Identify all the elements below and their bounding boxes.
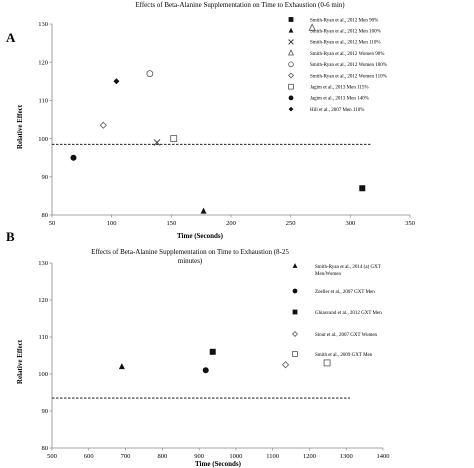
x-tick-label-a: 300 xyxy=(345,220,355,227)
legend-label-a: Smith-Ryan et al., 2012 Women 90% xyxy=(310,52,384,57)
legend-label-b: Ghiasvand et al., 2012 GXT Men xyxy=(315,311,382,316)
x-tick-label-b: 900 xyxy=(194,453,204,460)
data-point-a xyxy=(359,185,366,192)
data-point-b xyxy=(118,363,125,370)
y-tick-label-a: 130 xyxy=(38,21,48,28)
x-tick-label-b: 800 xyxy=(157,453,167,460)
y-tick-label-b: 100 xyxy=(38,371,48,378)
x-tick-label-b: 600 xyxy=(84,453,94,460)
legend-marker-b xyxy=(292,263,298,268)
y-axis-label-b: Relative Effect xyxy=(16,339,24,384)
x-axis-label-a: Time (Seconds) xyxy=(177,232,224,240)
legend-marker-b xyxy=(292,351,298,357)
y-tick-label-b: 110 xyxy=(38,334,48,341)
data-point-a xyxy=(308,23,316,31)
y-tick-label-b: 130 xyxy=(38,260,48,267)
y-tick-label-a: 110 xyxy=(38,98,48,105)
legend-label-a: Smith-Ryan et al., 2012 Men 110% xyxy=(310,41,381,46)
data-point-a xyxy=(70,154,77,161)
x-tick-label-b: 1200 xyxy=(303,453,316,460)
legend-label-a: Smith-Ryan et al., 2012 Women 110% xyxy=(310,74,387,79)
data-point-b xyxy=(281,361,290,369)
legend-marker-a xyxy=(288,83,294,90)
legend-marker-a xyxy=(288,72,294,79)
y-tick-label-a: 80 xyxy=(42,212,49,219)
x-tick-label-b: 500 xyxy=(47,453,57,460)
y-tick-label-a: 90 xyxy=(42,174,49,181)
legend-marker-b xyxy=(292,309,298,315)
legend-marker-a xyxy=(288,61,294,68)
data-point-a xyxy=(113,78,120,85)
legend-label-a: Smith-Ryan et al., 2012 Men 90% xyxy=(310,18,378,23)
legend-marker-b xyxy=(292,288,298,294)
legend-marker-a xyxy=(288,106,294,112)
x-tick-label-b: 700 xyxy=(121,453,131,460)
panel-label-b: B xyxy=(6,229,15,244)
y-tick-label-a: 100 xyxy=(38,136,48,143)
x-tick-label-a: 150 xyxy=(166,220,176,227)
legend-label-a: Smith-Ryan et al., 2012 Men 100% xyxy=(310,30,381,35)
data-point-a xyxy=(153,139,161,146)
legend-label-b: Smith et al., 2009 GXT Men xyxy=(315,353,373,358)
legend-marker-b xyxy=(292,331,298,337)
data-point-b xyxy=(209,348,216,355)
y-tick-label-b: 120 xyxy=(38,297,48,304)
x-tick-label-a: 350 xyxy=(405,220,415,227)
x-tick-label-a: 200 xyxy=(226,220,236,227)
legend-label-b: Smith-Ryan et al., 2014 (a) GXT xyxy=(315,265,381,270)
x-tick-label-b: 1400 xyxy=(377,453,390,460)
data-point-b xyxy=(323,359,331,367)
legend-label-b: Zoeller et al., 2007 GXT Men xyxy=(315,290,375,295)
legend-marker-a xyxy=(287,49,295,56)
legend-label-b: Stout et al., 2007 GXT Women xyxy=(315,333,378,338)
y-tick-label-b: 80 xyxy=(42,445,49,452)
chart-panel-b: B Effects of Beta-Alanine Supplementatio… xyxy=(6,229,390,468)
panel-label-a: A xyxy=(6,30,16,45)
legend-marker-a xyxy=(288,39,294,45)
y-axis-label-a: Relative Effect xyxy=(16,104,24,149)
x-tick-label-a: 100 xyxy=(107,220,117,227)
legend-label-a: Jagim et al., 2013 Men 140% xyxy=(310,97,369,102)
chart-title-a: Effects of Beta-Alanine Supplementation … xyxy=(135,1,345,9)
y-tick-label-b: 90 xyxy=(42,408,49,415)
legend-marker-a xyxy=(288,27,294,33)
y-tick-label-a: 120 xyxy=(38,59,48,66)
data-point-a xyxy=(200,207,207,214)
x-tick-label-b: 1000 xyxy=(229,453,242,460)
data-point-a xyxy=(170,135,178,143)
legend-label-a: Hill et al., 2007 Men 110% xyxy=(310,108,364,113)
chart-panel-a: A Effects of Beta-Alanine Supplementatio… xyxy=(6,1,415,240)
x-tick-label-b: 1300 xyxy=(340,453,353,460)
data-point-a xyxy=(146,70,154,78)
legend-marker-a xyxy=(288,17,294,22)
chart-title-b-line-2: minutes) xyxy=(178,257,203,265)
chart-title-b-line-1: Effects of Beta-Alanine Supplementation … xyxy=(91,248,289,256)
x-axis-label-b: Time (Seconds) xyxy=(195,460,242,468)
data-point-a xyxy=(99,121,107,129)
legend-marker-a xyxy=(288,95,294,101)
legend-label-a: Jagim et al., 2013 Men 115% xyxy=(310,86,369,91)
x-tick-label-b: 1100 xyxy=(266,453,279,460)
x-tick-label-a: 50 xyxy=(49,220,56,227)
data-point-b xyxy=(202,367,209,374)
x-tick-label-a: 250 xyxy=(286,220,296,227)
legend-label-a: Smith-Ryan et al., 2012 Women 100% xyxy=(310,63,387,68)
legend-label-b: Men/Women xyxy=(315,272,341,277)
